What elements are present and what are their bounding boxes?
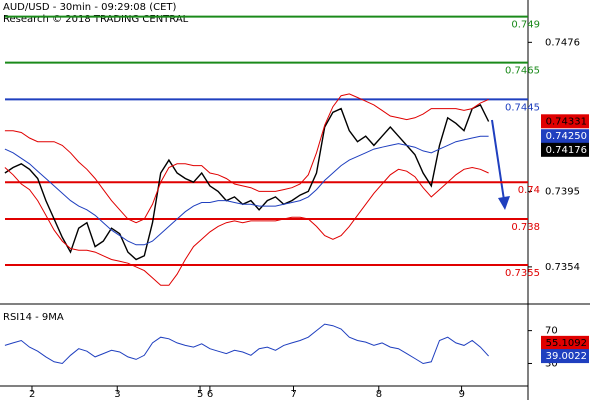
- series-line: [4, 166, 489, 286]
- price-tag: [541, 142, 589, 157]
- price-tag-label: 0.74331: [546, 116, 587, 127]
- x-tick-label: 3: [114, 389, 120, 400]
- price-tag: [541, 114, 589, 129]
- level-label: 0.7445: [505, 102, 540, 113]
- series-line: [4, 135, 489, 246]
- series-line: [4, 103, 490, 261]
- price-tag-label: 0.74176: [546, 145, 587, 156]
- rsi-title: RSI14 - 9MA: [3, 312, 64, 323]
- y-tick-label: 0.7395: [545, 186, 580, 197]
- y-tick-label: 0.7476: [545, 37, 580, 48]
- level-label: 0.7465: [505, 66, 540, 77]
- price-tag-label: 39.0022: [546, 351, 587, 362]
- level-label: 0.7355: [505, 268, 540, 279]
- chart-title: AUD/USD - 30min - 09:29:08 (CET): [3, 2, 177, 13]
- level-label: 0.74: [518, 185, 540, 196]
- y-tick-label: 70: [545, 326, 558, 337]
- x-tick-label: 5: [197, 389, 203, 400]
- x-tick-label: 6: [207, 389, 213, 400]
- arrow-head: [498, 196, 510, 210]
- price-tag: [541, 349, 589, 364]
- level-label: 0.749: [511, 20, 540, 31]
- x-tick-label: 8: [376, 389, 382, 400]
- x-tick-label: 9: [459, 389, 465, 400]
- level-label: 0.738: [511, 222, 540, 233]
- price-tag-label: 55.1092: [546, 338, 587, 349]
- x-tick-label: 2: [29, 389, 35, 400]
- y-tick-label: 30: [545, 358, 558, 369]
- price-tag: [541, 129, 589, 144]
- series-line: [4, 93, 489, 224]
- series-line: [4, 323, 489, 365]
- forecast-arrow: [491, 119, 505, 201]
- price-tag-label: 0.74250: [546, 131, 587, 142]
- y-tick-label: 0.7354: [545, 262, 580, 273]
- x-tick-label: 7: [291, 389, 297, 400]
- price-tag: [541, 335, 589, 350]
- chart-subtitle: Research © 2018 TRADING CENTRAL: [3, 14, 189, 25]
